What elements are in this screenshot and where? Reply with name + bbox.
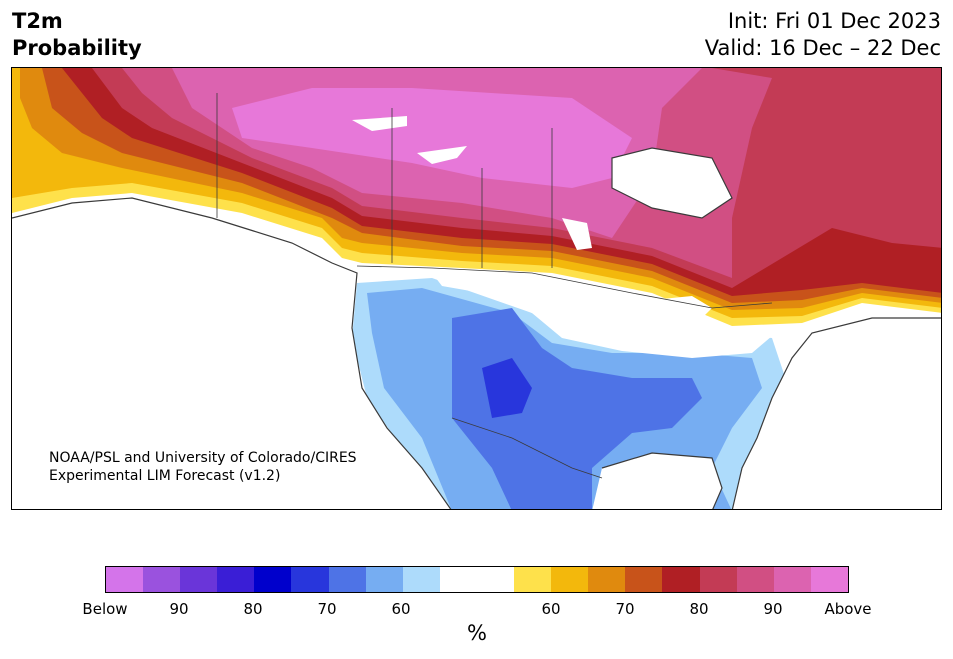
- colorbar-below-swatch-5: [291, 567, 329, 592]
- colorbar-tick-label: Below: [82, 600, 128, 618]
- colorbar-above-swatch-8: [810, 567, 848, 592]
- valid-range: Valid: 16 Dec – 22 Dec: [704, 36, 941, 60]
- coastline-lines: [12, 147, 941, 509]
- colorbar-above-swatch-0: [514, 567, 552, 592]
- init-date: Init: Fri 01 Dec 2023: [727, 9, 941, 33]
- below-band-70: [452, 308, 702, 509]
- colorbar-tick-label: 70: [317, 600, 337, 618]
- colorbar-below-swatch-2: [180, 567, 218, 592]
- colorbar-below-swatch-7: [365, 567, 403, 592]
- credit-text: NOAA/PSL and University of Colorado/CIRE…: [49, 449, 357, 485]
- colorbar-below-swatch-3: [217, 567, 255, 592]
- forecast-map: [11, 67, 942, 510]
- colorbar-below-swatch-8: [402, 567, 440, 592]
- colorbar: [105, 566, 849, 593]
- colorbar-neutral-swatch: [439, 567, 515, 592]
- colorbar-tick-label: 80: [689, 600, 709, 618]
- colorbar-below-swatch-0: [106, 567, 144, 592]
- colorbar-above-swatch-1: [551, 567, 589, 592]
- colorbar-above-swatch-3: [625, 567, 663, 592]
- map-title: T2m Probability: [12, 8, 142, 62]
- political-borders: [216, 93, 773, 479]
- below-band-75: [482, 358, 532, 418]
- credit-line-1: NOAA/PSL and University of Colorado/CIRE…: [49, 450, 357, 466]
- neutral-zone: [432, 273, 772, 358]
- atlantic-ocean: [732, 318, 941, 509]
- lake-3: [562, 218, 592, 250]
- gulf-of-mexico: [592, 453, 722, 509]
- colorbar-tick-label: 90: [763, 600, 783, 618]
- colorbar-tick-label: Above: [824, 600, 872, 618]
- variable-label: T2m: [12, 9, 63, 33]
- lake-2: [417, 146, 467, 164]
- colorbar-tick-label: 70: [615, 600, 635, 618]
- colorbar-tick-label: 90: [169, 600, 189, 618]
- colorbar-below-swatch-4: [254, 567, 292, 592]
- pacific-ocean: [12, 198, 451, 509]
- credit-line-2: Experimental LIM Forecast (v1.2): [49, 468, 281, 484]
- great-lakes: [652, 296, 712, 320]
- colorbar-tick-label: 80: [243, 600, 263, 618]
- colorbar-above-swatch-6: [736, 567, 774, 592]
- colorbar-tick-label: 60: [541, 600, 561, 618]
- probability-label: Probability: [12, 36, 142, 60]
- above-band-above: [232, 88, 632, 188]
- colorbar-above-swatch-2: [588, 567, 626, 592]
- colorbar-tick-label: 60: [391, 600, 411, 618]
- colorbar-above-swatch-7: [773, 567, 811, 592]
- colorbar-above-swatch-5: [699, 567, 737, 592]
- lake-1: [352, 116, 407, 131]
- map-svg: [12, 68, 941, 509]
- unit-label: %: [467, 621, 487, 645]
- colorbar-below-swatch-1: [143, 567, 181, 592]
- colorbar-below-swatch-6: [328, 567, 366, 592]
- colorbar-above-swatch-4: [662, 567, 700, 592]
- date-info: Init: Fri 01 Dec 2023 Valid: 16 Dec – 22…: [705, 8, 941, 62]
- hudson-bay: [612, 148, 732, 218]
